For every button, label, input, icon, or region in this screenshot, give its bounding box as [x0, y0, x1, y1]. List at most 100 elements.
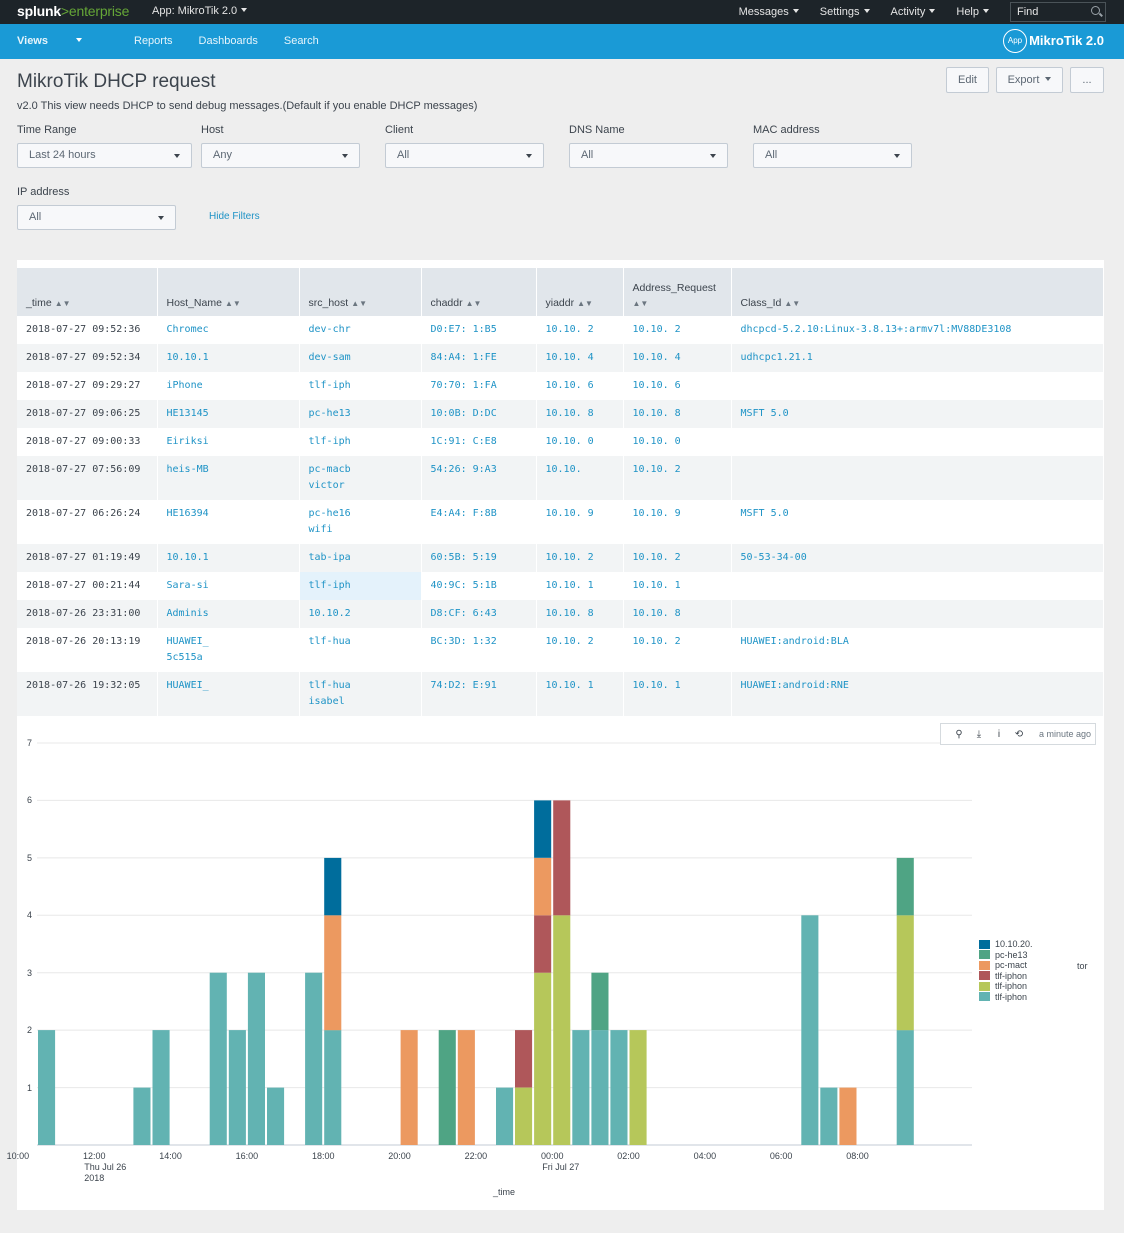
nav-search[interactable]: Search	[283, 35, 319, 47]
cell-src-host[interactable]: dev-sam	[299, 344, 421, 372]
cell-address-request[interactable]: 10.10. 8	[623, 600, 731, 628]
cell-chaddr[interactable]: 54:26: 9:A3	[421, 456, 536, 500]
cell-chaddr[interactable]: D0:E7: 1:B5	[421, 316, 536, 344]
bar-segment[interactable]	[839, 1087, 857, 1145]
cell-address-request[interactable]: 10.10. 1	[623, 672, 731, 716]
bar-segment[interactable]	[591, 972, 609, 1031]
column-header-class-id[interactable]: Class_Id ▲▼	[731, 268, 1104, 316]
cell-yiaddr[interactable]: 10.10. 2	[536, 316, 623, 344]
cell-src-host[interactable]: pc-macb victor	[299, 456, 421, 500]
column-header-yiaddr[interactable]: yiaddr ▲▼	[536, 268, 624, 316]
sort-icon[interactable]: ▲▼	[351, 299, 368, 308]
bar-segment[interactable]	[457, 1030, 475, 1145]
cell-yiaddr[interactable]: 10.10.	[536, 456, 623, 500]
cell-class-id[interactable]: HUAWEI:android:RNE	[731, 672, 1104, 716]
sort-icon[interactable]: ▲▼	[54, 299, 71, 308]
cell-chaddr[interactable]: 60:5B: 5:19	[421, 544, 536, 572]
legend-item[interactable]: tlf-iphon	[979, 981, 1033, 992]
legend-item[interactable]: pc-mact	[979, 960, 1033, 971]
cell-yiaddr[interactable]: 10.10. 2	[536, 628, 623, 672]
cell-yiaddr[interactable]: 10.10. 4	[536, 344, 623, 372]
bar-segment[interactable]	[305, 972, 323, 1145]
bar-segment[interactable]	[267, 1087, 285, 1145]
bar-segment[interactable]	[572, 1030, 590, 1145]
legend-item[interactable]: tlf-iphon	[979, 971, 1033, 982]
cell-chaddr[interactable]: 70:70: 1:FA	[421, 372, 536, 400]
table-row[interactable]: 2018-07-26 19:32:05 HUAWEI_ tlf-hua isabel 7…	[17, 672, 1104, 716]
dns-name-dropdown[interactable]: All	[569, 143, 728, 168]
cell-class-id[interactable]	[731, 600, 1104, 628]
export-button[interactable]: Export	[996, 67, 1063, 93]
cell-address-request[interactable]: 10.10. 0	[623, 428, 731, 456]
cell-src-host[interactable]: tlf-hua isabel	[299, 672, 421, 716]
activity-menu[interactable]: Activity	[891, 6, 936, 18]
cell-host-name[interactable]: 10.10.1	[157, 344, 299, 372]
cell-yiaddr[interactable]: 10.10. 2	[536, 544, 623, 572]
bar-segment[interactable]	[801, 915, 819, 1145]
cell-yiaddr[interactable]: 10.10. 9	[536, 500, 623, 544]
nav-dashboards[interactable]: Dashboards	[198, 35, 258, 47]
bar-segment[interactable]	[534, 972, 552, 1145]
sort-icon[interactable]: ▲▼	[784, 299, 801, 308]
table-row[interactable]: 2018-07-27 00:21:44 Sara-si tlf-iph 40:9C: …	[17, 572, 1104, 600]
cell-yiaddr[interactable]: 10.10. 8	[536, 400, 623, 428]
search-icon[interactable]	[1091, 6, 1100, 15]
cell-class-id[interactable]: dhcpcd-5.2.10:Linux-3.8.13+:armv7l:MV88D…	[731, 316, 1104, 344]
mac-address-dropdown[interactable]: All	[753, 143, 912, 168]
cell-yiaddr[interactable]: 10.10. 0	[536, 428, 623, 456]
legend-item[interactable]: pc-he13	[979, 950, 1033, 961]
bar-segment[interactable]	[610, 1030, 628, 1145]
cell-chaddr[interactable]: 74:D2: E:91	[421, 672, 536, 716]
bar-segment[interactable]	[38, 1030, 56, 1145]
cell-chaddr[interactable]: 10:0B: D:DC	[421, 400, 536, 428]
cell-address-request[interactable]: 10.10. 9	[623, 500, 731, 544]
column-header-address-request[interactable]: Address_Request ▲▼	[623, 268, 732, 316]
time-range-dropdown[interactable]: Last 24 hours	[17, 143, 192, 168]
cell-chaddr[interactable]: D8:CF: 6:43	[421, 600, 536, 628]
app-menu[interactable]: App: MikroTik 2.0	[152, 5, 248, 17]
table-row[interactable]: 2018-07-27 07:56:09 heis-MB pc-macb victor 5…	[17, 456, 1104, 500]
bar-segment[interactable]	[152, 1030, 170, 1145]
cell-src-host[interactable]: tlf-iph	[299, 372, 421, 400]
info-icon[interactable]: i	[997, 728, 1001, 740]
bar-segment[interactable]	[133, 1087, 151, 1145]
help-menu[interactable]: Help	[956, 6, 989, 18]
cell-host-name[interactable]: HE16394	[157, 500, 299, 544]
cell-chaddr[interactable]: 40:9C: 5:1B	[421, 572, 536, 600]
legend-item[interactable]: 10.10.20.	[979, 939, 1033, 950]
column-header-src-host[interactable]: src_host ▲▼	[299, 268, 422, 316]
nav-reports[interactable]: Reports	[134, 35, 173, 47]
zoom-icon[interactable]: ⚲	[955, 728, 963, 740]
cell-address-request[interactable]: 10.10. 2	[623, 456, 731, 500]
cell-address-request[interactable]: 10.10. 1	[623, 572, 731, 600]
cell-host-name[interactable]: Sara-si	[157, 572, 299, 600]
sort-icon[interactable]: ▲▼	[577, 299, 593, 308]
bar-segment[interactable]	[247, 972, 265, 1145]
table-row[interactable]: 2018-07-27 09:52:36 Chromec dev-chr D0:E7: …	[17, 316, 1104, 344]
cell-class-id[interactable]	[731, 428, 1104, 456]
cell-class-id[interactable]: MSFT 5.0	[731, 400, 1104, 428]
bar-segment[interactable]	[324, 915, 342, 1031]
bar-segment[interactable]	[324, 857, 342, 916]
cell-address-request[interactable]: 10.10. 2	[623, 316, 731, 344]
cell-chaddr[interactable]: 84:A4: 1:FE	[421, 344, 536, 372]
cell-host-name[interactable]: heis-MB	[157, 456, 299, 500]
bar-segment[interactable]	[629, 1030, 647, 1145]
cell-class-id[interactable]: udhcpc1.21.1	[731, 344, 1104, 372]
refresh-icon[interactable]: ⟲	[1014, 728, 1024, 740]
bar-segment[interactable]	[896, 1030, 914, 1145]
host-dropdown[interactable]: Any	[201, 143, 360, 168]
cell-class-id[interactable]	[731, 372, 1104, 400]
cell-class-id[interactable]: HUAWEI:android:BLA	[731, 628, 1104, 672]
find-input[interactable]: Find	[1010, 2, 1106, 22]
more-button[interactable]: ...	[1070, 67, 1104, 93]
bar-segment[interactable]	[534, 915, 552, 973]
table-row[interactable]: 2018-07-27 09:29:27 iPhone tlf-iph 70:70: 1…	[17, 372, 1104, 400]
cell-host-name[interactable]: HUAWEI_	[157, 672, 299, 716]
bar-segment[interactable]	[400, 1030, 418, 1145]
cell-class-id[interactable]: MSFT 5.0	[731, 500, 1104, 544]
bar-segment[interactable]	[228, 1030, 246, 1145]
column-header-chaddr[interactable]: chaddr ▲▼	[421, 268, 537, 316]
messages-menu[interactable]: Messages	[739, 6, 799, 18]
cell-src-host[interactable]: pc-he16 wifi	[299, 500, 421, 544]
